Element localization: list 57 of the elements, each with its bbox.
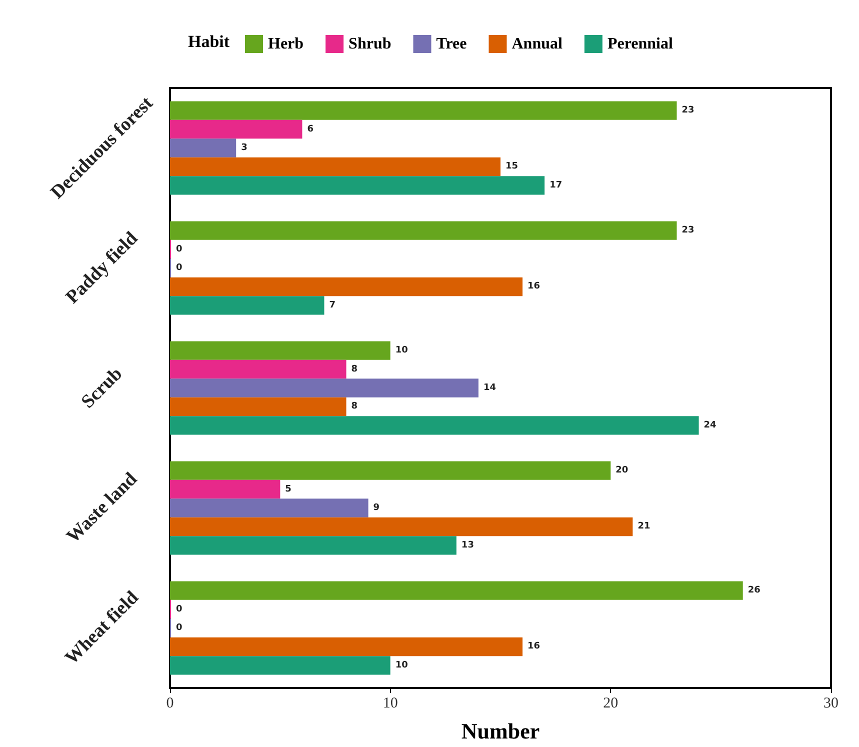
- bar: [170, 498, 368, 518]
- legend-label: Tree: [436, 36, 467, 52]
- data-label: 17: [550, 180, 562, 190]
- data-label: 0: [176, 604, 182, 614]
- bar: [170, 120, 302, 139]
- bar: [170, 277, 523, 296]
- bar: [170, 656, 390, 675]
- bar: [170, 397, 346, 416]
- bar: [170, 157, 500, 176]
- data-label: 9: [373, 503, 380, 513]
- data-label: 20: [616, 466, 628, 476]
- data-label: 24: [704, 420, 716, 430]
- x-axis-title: Number: [461, 718, 540, 744]
- bar: [170, 176, 545, 195]
- bar: [170, 341, 390, 360]
- x-tick-label: 20: [603, 696, 618, 712]
- data-label: 8: [351, 364, 358, 374]
- bar: [170, 637, 523, 656]
- x-tick-label: 10: [382, 696, 398, 712]
- x-tick-label: 0: [166, 696, 174, 712]
- data-label: 7: [329, 300, 336, 310]
- data-label: 10: [395, 346, 408, 356]
- data-label: 15: [506, 162, 518, 172]
- bar: [170, 536, 456, 555]
- data-label: 0: [176, 263, 182, 273]
- data-label: 16: [528, 282, 540, 292]
- data-label: 5: [285, 484, 292, 494]
- legend-label: Perennial: [607, 36, 674, 52]
- data-label: 3: [241, 143, 248, 153]
- data-label: 16: [528, 642, 540, 652]
- legend-label: Shrub: [348, 36, 392, 52]
- bar: [170, 360, 346, 379]
- legend-label: Herb: [268, 36, 304, 52]
- data-label: 10: [395, 660, 408, 670]
- data-label: 14: [483, 383, 496, 393]
- legend-label: Annual: [512, 36, 563, 52]
- data-label: 26: [748, 586, 760, 596]
- data-label: 13: [461, 540, 474, 550]
- data-label: 21: [638, 522, 650, 532]
- x-tick-label: 30: [824, 696, 838, 712]
- bar: [170, 517, 633, 536]
- bar: [170, 138, 236, 158]
- bar: [170, 461, 611, 480]
- legend-title: Habit: [188, 32, 230, 51]
- bar: [170, 378, 478, 398]
- bar: [170, 101, 677, 120]
- data-label: 6: [307, 124, 314, 134]
- data-label: 8: [351, 402, 358, 412]
- data-label: 0: [176, 244, 182, 254]
- data-label: 0: [176, 623, 182, 633]
- bar: [170, 581, 743, 600]
- data-label: 23: [682, 106, 694, 116]
- bar: [170, 480, 280, 499]
- bar: [170, 296, 324, 315]
- bar: [170, 221, 677, 240]
- bar: [170, 416, 699, 435]
- data-label: 23: [682, 226, 694, 236]
